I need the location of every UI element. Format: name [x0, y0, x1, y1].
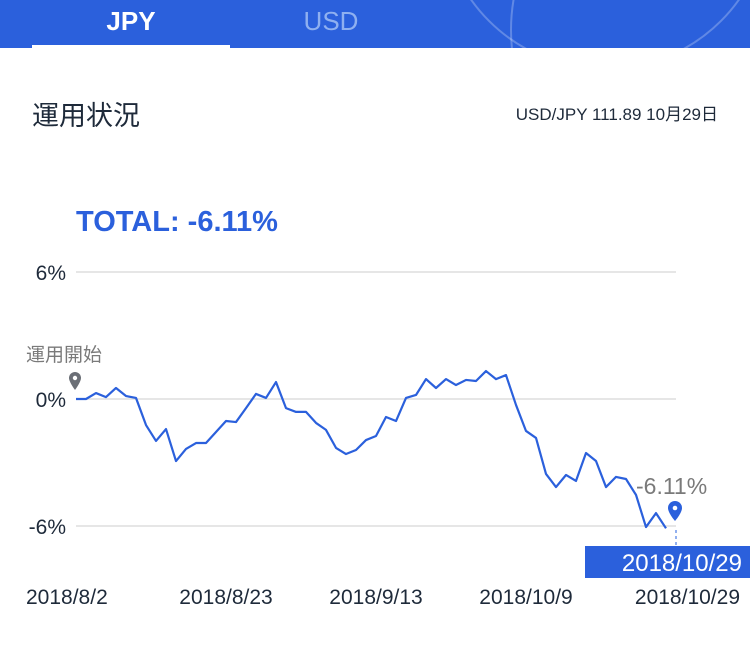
x-tick-label: 2018/10/29 — [635, 586, 740, 609]
end-pin-icon — [668, 501, 682, 521]
x-tick-label: 2018/8/23 — [179, 586, 272, 609]
x-tick-label: 2018/9/13 — [329, 586, 422, 609]
tab-usd[interactable]: USD — [303, 6, 359, 36]
total-return: TOTAL: -6.11% — [76, 206, 278, 238]
page-title: 運用状況 — [32, 101, 140, 131]
x-tick-label: 2018/10/9 — [479, 586, 572, 609]
active-tab-indicator — [32, 45, 230, 48]
tab-jpy[interactable]: JPY — [106, 6, 156, 36]
currency-tab-bar: JPY USD — [0, 0, 750, 48]
decorative-circle — [510, 0, 750, 48]
y-tick-label: 0% — [36, 389, 66, 412]
exchange-rate: USD/JPY 111.89 10月29日 — [515, 105, 718, 124]
end-date-label: 2018/10/29 — [622, 550, 742, 577]
end-date-badge — [585, 546, 750, 578]
y-tick-label: 6% — [36, 262, 66, 285]
series-line — [76, 369, 667, 529]
x-tick-label: 2018/8/2 — [26, 586, 108, 609]
end-value-label: -6.11% — [636, 473, 707, 499]
start-label: 運用開始 — [26, 344, 102, 366]
y-tick-label: -6% — [29, 516, 66, 539]
start-pin-icon — [69, 372, 81, 390]
